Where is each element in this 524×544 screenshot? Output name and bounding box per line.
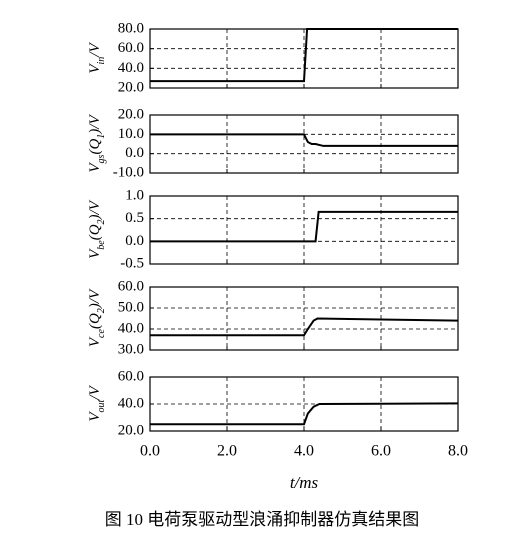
y-axis-label: Vgs(Q1)/V xyxy=(87,114,106,173)
y-axis-label-part: be xyxy=(96,240,107,250)
y-axis-label-part: V xyxy=(87,336,103,347)
y-tick-label: 20.0 xyxy=(118,422,144,438)
y-tick-label: 60.0 xyxy=(118,368,144,384)
y-axis-label: Vbe(Q2)/V xyxy=(87,199,106,259)
y-axis-label-part: V xyxy=(87,63,103,74)
y-axis-label-part: (Q xyxy=(87,224,103,240)
y-tick-label: 80.0 xyxy=(118,20,144,36)
y-axis-label-part: 2 xyxy=(96,308,107,313)
y-tick-label: 10.0 xyxy=(118,126,144,142)
x-tick-label: 0.0 xyxy=(140,443,160,460)
y-tick-label: 0.5 xyxy=(125,210,144,226)
y-tick-label: -10.0 xyxy=(113,164,144,180)
data-line xyxy=(150,133,458,147)
data-line xyxy=(150,317,459,337)
y-axis-label-part: )/V xyxy=(87,288,103,309)
y-axis-label-part: 2 xyxy=(96,219,107,224)
y-axis-label-part: 1 xyxy=(96,134,107,139)
y-axis-label-part: )/V xyxy=(87,199,103,220)
y-tick-label: 1.0 xyxy=(125,187,144,203)
data-line xyxy=(150,210,458,243)
y-tick-label: 30.0 xyxy=(118,341,144,357)
y-axis-label-part: V xyxy=(87,411,103,422)
plot-frame xyxy=(149,195,459,265)
plot-frame xyxy=(149,28,459,89)
y-tick-label: 60.0 xyxy=(118,40,144,56)
y-axis-label-part: gs xyxy=(96,154,107,163)
data-line xyxy=(150,402,459,426)
data-line xyxy=(150,28,458,83)
y-tick-label: 0.0 xyxy=(125,233,144,249)
y-axis-label-part: (Q xyxy=(87,139,103,155)
y-tick-label: 40.0 xyxy=(118,395,144,411)
y-axis-label-part: ce xyxy=(96,328,107,337)
y-axis-label-part: /V xyxy=(87,42,103,58)
y-axis-label-part: )/V xyxy=(87,114,103,135)
y-axis-label-part: (Q xyxy=(87,313,103,329)
y-tick-label: 20.0 xyxy=(118,106,144,122)
y-tick-label: 50.0 xyxy=(118,299,144,315)
x-tick-label: 4.0 xyxy=(294,443,314,460)
y-axis-label-part: V xyxy=(87,248,103,259)
x-tick-label: 6.0 xyxy=(371,443,391,460)
y-tick-label: 40.0 xyxy=(118,60,144,76)
y-axis-label: Vce(Q2)/V xyxy=(87,288,106,347)
x-tick-label: 8.0 xyxy=(448,443,468,460)
plot-frame xyxy=(149,286,459,351)
y-tick-label: -0.5 xyxy=(120,255,144,271)
y-axis-label-part: in xyxy=(96,57,107,65)
y-axis-label-part: /V xyxy=(87,385,103,401)
y-axis-label: Vin/V xyxy=(87,42,106,74)
y-axis-label-part: V xyxy=(87,162,103,173)
y-axis-label: Vout/V xyxy=(87,385,106,422)
y-tick-label: 40.0 xyxy=(118,320,144,336)
y-tick-label: 60.0 xyxy=(118,278,144,294)
y-tick-label: 0.0 xyxy=(125,145,144,161)
plot-frame xyxy=(149,114,459,174)
x-tick-label: 2.0 xyxy=(217,443,237,460)
y-tick-label: 20.0 xyxy=(118,79,144,95)
x-axis-label: t/ms xyxy=(290,473,319,492)
caption: 图 10 电荷泵驱动型浪涌抑制器仿真结果图 xyxy=(105,510,420,529)
y-axis-label-part: out xyxy=(96,399,107,412)
